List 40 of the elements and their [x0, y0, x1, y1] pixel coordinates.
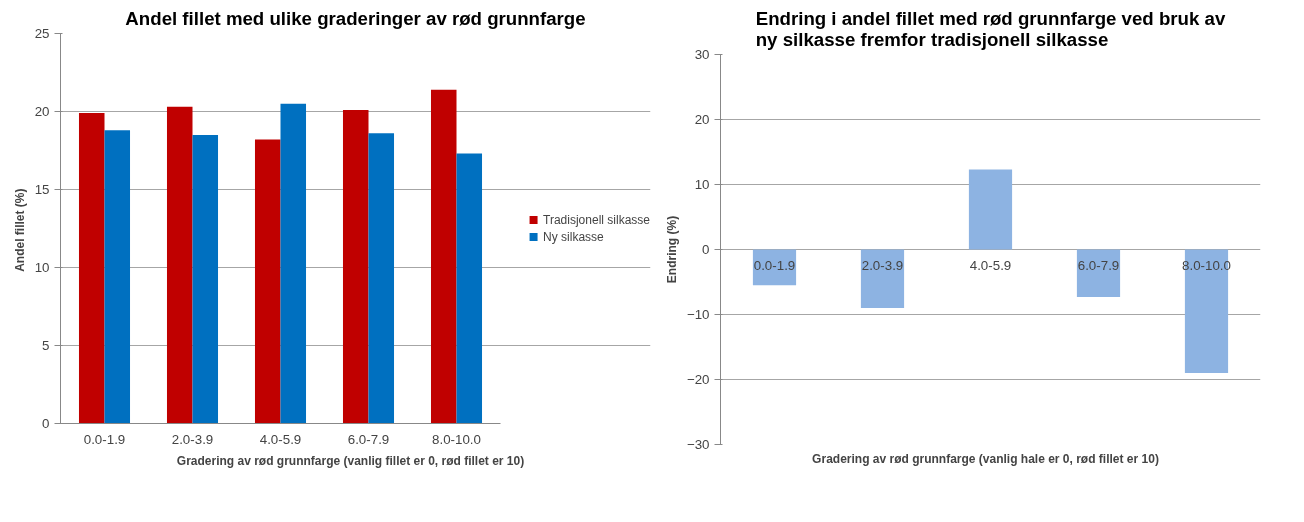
bar — [104, 130, 131, 424]
y-tick-label: 5 — [42, 338, 50, 353]
bar — [430, 89, 457, 424]
x-tick-label: 2.0-3.9 — [171, 431, 214, 447]
legend-label: Ny silkasse — [543, 229, 604, 244]
bar — [78, 113, 105, 424]
bar — [254, 139, 281, 424]
x-tick-label: 2.0-3.9 — [861, 257, 904, 273]
chart-title: Endring i andel fillet med rød grunnfarge ved bruk av ny silkasse fremfor tradisjonell silkasse — [755, 7, 1226, 50]
bar — [280, 103, 307, 424]
bar — [192, 134, 219, 424]
y-tick-label: 30 — [694, 47, 710, 62]
bar — [456, 153, 483, 424]
x-tick-label: 4.0-5.9 — [259, 431, 302, 447]
x-tick-label: 0.0-1.9 — [83, 431, 126, 447]
chart-title: Andel fillet med ulike graderinger av rød grunnfarge — [125, 7, 586, 29]
y-tick-label: 25 — [34, 26, 50, 41]
legend-label: Tradisjonell silkasse — [543, 212, 650, 227]
y-tick-label: 20 — [694, 112, 710, 127]
x-tick-label: 8.0-10.0 — [432, 431, 481, 447]
x-axis-title: Gradering av rød grunnfarge (vanlig hale er 0, rød fillet er 10) — [812, 451, 1159, 466]
y-tick-label: 0 — [42, 416, 50, 431]
y-tick-label: 0 — [702, 242, 710, 257]
y-tick-label: 20 — [34, 104, 50, 119]
x-tick-label: 6.0-7.9 — [1077, 257, 1120, 273]
y-tick-label: −20 — [686, 372, 710, 387]
y-axis-title: Andel fillet (%) — [12, 188, 27, 272]
x-tick-label: 0.0-1.9 — [753, 257, 796, 273]
y-tick-label: 10 — [694, 177, 710, 192]
bar — [166, 106, 193, 424]
bar — [368, 133, 395, 424]
bar — [342, 109, 369, 424]
y-axis-title: Endring (%) — [664, 215, 679, 284]
y-tick-label: 15 — [34, 182, 50, 197]
y-tick-label: −30 — [686, 437, 710, 452]
x-axis-title: Gradering av rød grunnfarge (vanlig fillet er 0, rød fillet er 10) — [176, 453, 525, 468]
x-tick-label: 4.0-5.9 — [969, 257, 1012, 273]
y-tick-label: −10 — [686, 307, 710, 322]
x-tick-label: 6.0-7.9 — [347, 431, 390, 447]
y-tick-label: 10 — [34, 260, 50, 275]
